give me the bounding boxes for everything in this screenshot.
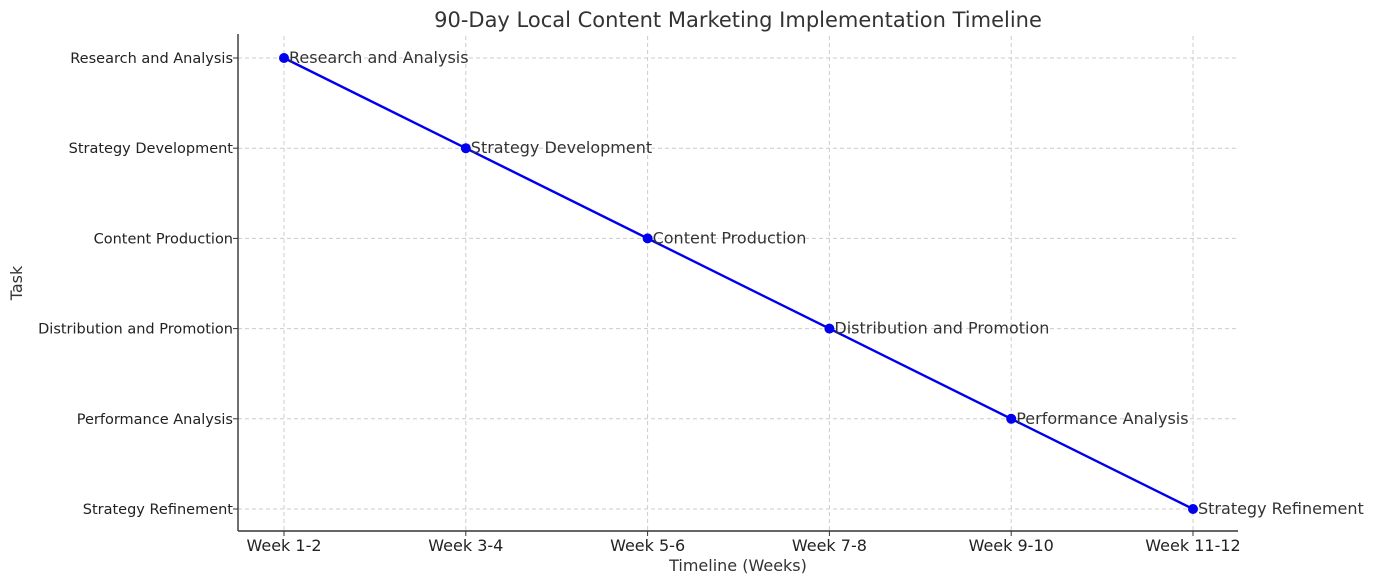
- y-tick-label: Content Production: [94, 231, 233, 247]
- data-point-label: Performance Analysis: [1016, 409, 1188, 428]
- data-point-label: Content Production: [653, 228, 807, 247]
- x-tick-label: Week 3-4: [428, 536, 503, 555]
- data-point-label: Research and Analysis: [289, 48, 469, 67]
- x-axis-label: Timeline (Weeks): [668, 556, 807, 575]
- data-point-marker: [279, 53, 289, 63]
- x-tick-label: Week 11-12: [1145, 536, 1240, 555]
- x-axis-ticks: Week 1-2 Week 3-4 Week 5-6 Week 7-8 Week 9-1…: [246, 531, 1241, 555]
- data-point-marker: [642, 233, 653, 244]
- x-tick-label: Week 5-6: [610, 536, 685, 555]
- data-point-marker: [1188, 504, 1198, 514]
- grid-layer: [238, 36, 1238, 531]
- x-tick-label: Week 7-8: [792, 536, 867, 555]
- y-tick-label: Performance Analysis: [77, 412, 233, 428]
- y-tick-label: Distribution and Promotion: [38, 322, 233, 338]
- series-layer: [279, 53, 1198, 514]
- x-tick-label: Week 9-10: [969, 536, 1054, 555]
- data-point-marker: [1006, 413, 1017, 424]
- y-tick-label: Strategy Development: [69, 141, 234, 157]
- point-labels: Research and Analysis Strategy Developmen…: [289, 48, 1364, 518]
- data-point-marker: [460, 143, 471, 154]
- data-point-label: Strategy Refinement: [1198, 499, 1364, 518]
- x-tick-label: Week 1-2: [246, 536, 321, 555]
- y-tick-label: Research and Analysis: [70, 51, 233, 67]
- data-point-label: Strategy Development: [471, 138, 652, 157]
- series-line: [283, 56, 1194, 511]
- axis-spines: [237, 34, 1238, 532]
- y-tick-label: Strategy Refinement: [83, 502, 234, 518]
- data-point-label: Distribution and Promotion: [834, 319, 1049, 338]
- chart-title: 90-Day Local Content Marketing Implement…: [434, 8, 1042, 32]
- y-axis-label: Task: [7, 265, 26, 301]
- data-point-marker: [824, 323, 835, 334]
- y-axis-ticks: Research and Analysis Strategy Developmen…: [38, 51, 238, 518]
